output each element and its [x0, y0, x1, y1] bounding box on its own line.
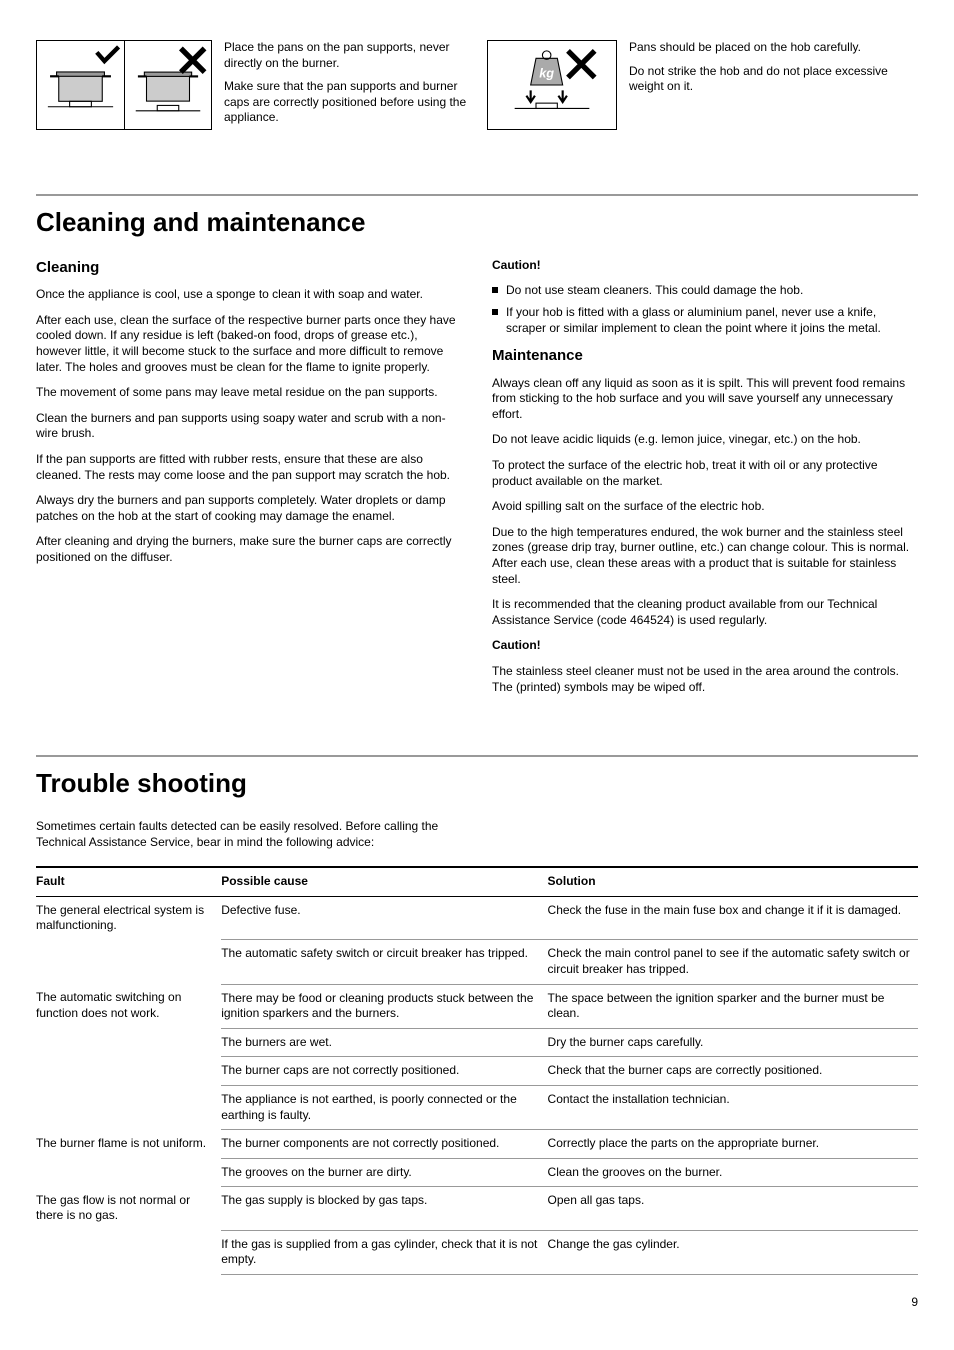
table-row: The burners are wet.Dry the burner caps …: [36, 1028, 918, 1057]
instruction-block-pans: Place the pans on the pan supports, neve…: [36, 40, 467, 134]
caution-label: Caution!: [492, 638, 918, 654]
cell-fault: [36, 1158, 221, 1187]
subheading-maintenance: Maintenance: [492, 346, 918, 366]
cell-solution: Clean the grooves on the burner.: [548, 1158, 918, 1187]
text: If the pan supports are fitted with rubb…: [36, 452, 462, 483]
text: The stainless steel cleaner must not be …: [492, 664, 918, 695]
cell-solution: Check that the burner caps are correctly…: [548, 1057, 918, 1086]
table-row: The gas flow is not normal or there is n…: [36, 1187, 918, 1230]
trouble-intro: Sometimes certain faults detected can be…: [36, 819, 459, 850]
cell-fault: [36, 1057, 221, 1086]
top-instruction-row: Place the pans on the pan supports, neve…: [36, 40, 918, 134]
table-row: The automatic safety switch or circuit b…: [36, 940, 918, 984]
cell-cause: There may be food or cleaning products s…: [221, 984, 547, 1028]
table-row: The appliance is not earthed, is poorly …: [36, 1085, 918, 1129]
weight-warning-icon: kg: [487, 40, 617, 130]
text: Once the appliance is cool, use a sponge…: [36, 287, 462, 303]
cell-cause: The burner components are not correctly …: [221, 1130, 547, 1159]
table-row: The automatic switching on function does…: [36, 984, 918, 1028]
cell-solution: Check the main control panel to see if t…: [548, 940, 918, 984]
text: Make sure that the pan supports and burn…: [224, 79, 467, 126]
cell-cause: The burners are wet.: [221, 1028, 547, 1057]
cell-fault: [36, 1085, 221, 1129]
text: Do not leave acidic liquids (e.g. lemon …: [492, 432, 918, 448]
cleaning-left-col: Cleaning Once the appliance is cool, use…: [36, 258, 462, 705]
section-heading-cleaning: Cleaning and maintenance: [36, 206, 918, 240]
section-divider: [36, 755, 918, 757]
cell-fault: The burner flame is not uniform.: [36, 1130, 221, 1159]
cell-fault: [36, 1028, 221, 1057]
text: Due to the high temperatures endured, th…: [492, 525, 918, 587]
cell-fault: The gas flow is not normal or there is n…: [36, 1187, 221, 1230]
list-item: If your hob is fitted with a glass or al…: [492, 305, 918, 336]
cell-cause: The appliance is not earthed, is poorly …: [221, 1085, 547, 1129]
table-header-solution: Solution: [548, 867, 918, 896]
cell-solution: Change the gas cylinder.: [548, 1230, 918, 1274]
cleaning-right-col: Caution! Do not use steam cleaners. This…: [492, 258, 918, 705]
text: Avoid spilling salt on the surface of th…: [492, 499, 918, 515]
section-divider: [36, 194, 918, 196]
cell-cause: The automatic safety switch or circuit b…: [221, 940, 547, 984]
cell-solution: Dry the burner caps carefully.: [548, 1028, 918, 1057]
table-row: The general electrical system is malfunc…: [36, 896, 918, 940]
text: Always dry the burners and pan supports …: [36, 493, 462, 524]
cell-cause: The gas supply is blocked by gas taps.: [221, 1187, 547, 1230]
table-header-cause: Possible cause: [221, 867, 547, 896]
text: After each use, clean the surface of the…: [36, 313, 462, 375]
pot-placement-icons: [36, 40, 212, 134]
cell-cause: If the gas is supplied from a gas cylind…: [221, 1230, 547, 1274]
cell-fault: The general electrical system is malfunc…: [36, 896, 221, 940]
cleaning-columns: Cleaning Once the appliance is cool, use…: [36, 258, 918, 705]
text: Clean the burners and pan supports using…: [36, 411, 462, 442]
text: It is recommended that the cleaning prod…: [492, 597, 918, 628]
pan-instruction-text: Place the pans on the pan supports, neve…: [224, 40, 467, 134]
cell-cause: Defective fuse.: [221, 896, 547, 940]
page-number: 9: [36, 1295, 918, 1311]
cell-fault: [36, 1230, 221, 1274]
table-row: The burner caps are not correctly positi…: [36, 1057, 918, 1086]
wrong-pot-icon: [124, 40, 212, 130]
text: The movement of some pans may leave meta…: [36, 385, 462, 401]
section-heading-trouble: Trouble shooting: [36, 767, 918, 801]
cell-cause: The grooves on the burner are dirty.: [221, 1158, 547, 1187]
table-row: The grooves on the burner are dirty.Clea…: [36, 1158, 918, 1187]
subheading-cleaning: Cleaning: [36, 258, 462, 278]
table-header-fault: Fault: [36, 867, 221, 896]
instruction-block-weight: kg Pans should be placed on the hob care…: [487, 40, 918, 134]
weight-instruction-text: Pans should be placed on the hob careful…: [629, 40, 918, 134]
text: Do not strike the hob and do not place e…: [629, 64, 918, 95]
text: After cleaning and drying the burners, m…: [36, 534, 462, 565]
correct-pot-icon: [36, 40, 124, 130]
text: To protect the surface of the electric h…: [492, 458, 918, 489]
caution-list: Do not use steam cleaners. This could da…: [492, 283, 918, 336]
cell-solution: Check the fuse in the main fuse box and …: [548, 896, 918, 940]
cell-fault: [36, 940, 221, 984]
cell-solution: The space between the ignition sparker a…: [548, 984, 918, 1028]
cell-solution: Contact the installation technician.: [548, 1085, 918, 1129]
cell-cause: The burner caps are not correctly positi…: [221, 1057, 547, 1086]
text: Pans should be placed on the hob careful…: [629, 40, 918, 56]
cell-fault: The automatic switching on function does…: [36, 984, 221, 1028]
cell-solution: Open all gas taps.: [548, 1187, 918, 1230]
list-item: Do not use steam cleaners. This could da…: [492, 283, 918, 299]
svg-text:kg: kg: [539, 66, 554, 81]
text: Always clean off any liquid as soon as i…: [492, 376, 918, 423]
caution-label: Caution!: [492, 258, 918, 274]
table-row: The burner flame is not uniform.The burn…: [36, 1130, 918, 1159]
troubleshooting-table: Fault Possible cause Solution The genera…: [36, 866, 918, 1275]
table-row: If the gas is supplied from a gas cylind…: [36, 1230, 918, 1274]
cell-solution: Correctly place the parts on the appropr…: [548, 1130, 918, 1159]
text: Place the pans on the pan supports, neve…: [224, 40, 467, 71]
